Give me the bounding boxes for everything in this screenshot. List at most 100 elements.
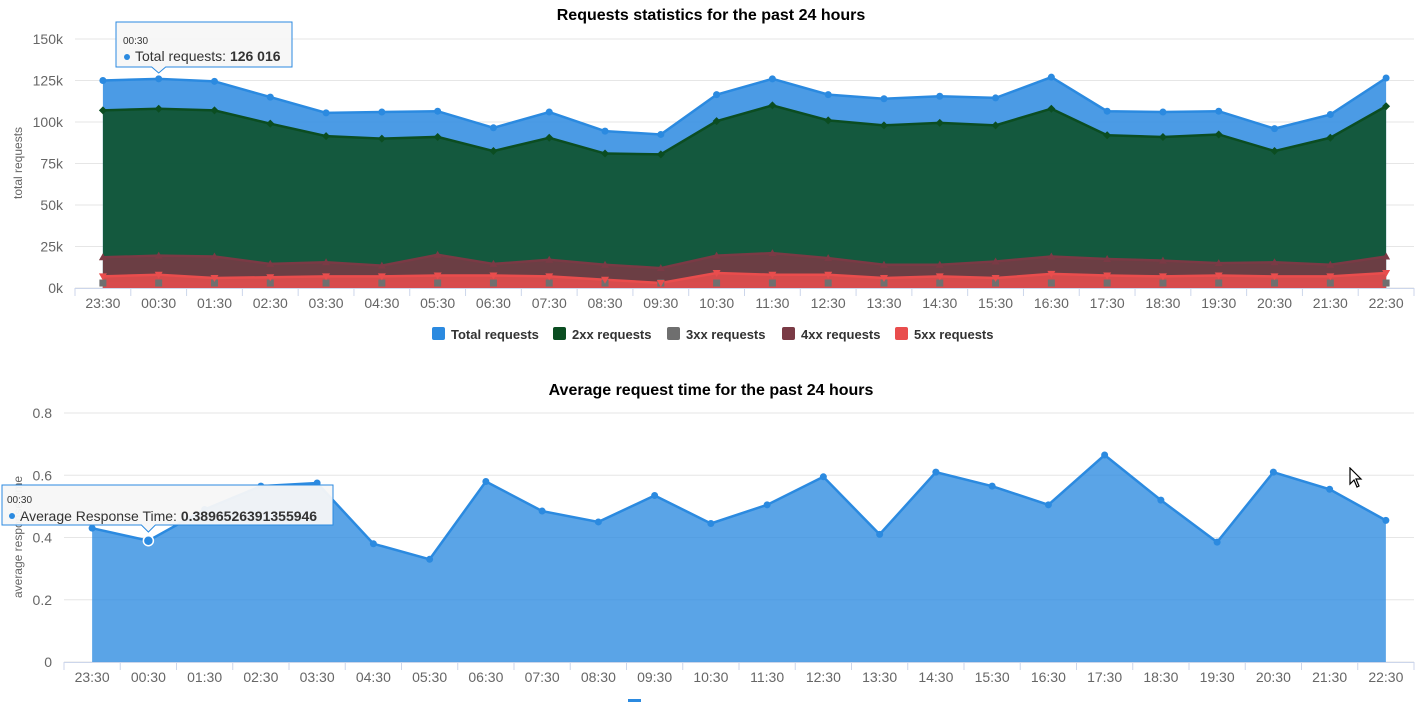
data-point[interactable] [656,150,665,159]
data-point[interactable] [322,258,331,266]
data-point[interactable] [1214,259,1223,267]
data-point[interactable] [1103,254,1112,262]
data-point[interactable] [1269,468,1277,476]
data-point[interactable] [266,274,275,282]
data-point[interactable] [210,77,218,85]
data-point[interactable] [713,91,721,99]
data-point[interactable] [489,272,498,280]
data-point[interactable] [1382,279,1390,287]
data-point[interactable] [1214,130,1223,139]
data-point[interactable] [824,254,833,262]
data-point[interactable] [1271,125,1279,133]
data-point[interactable] [594,518,602,526]
data-point[interactable] [99,77,107,84]
data-point[interactable] [712,270,721,278]
data-point[interactable] [482,477,490,485]
data-point[interactable] [377,261,386,269]
legend-item[interactable]: 3xx requests [667,327,766,342]
data-point[interactable] [538,507,546,515]
data-point[interactable] [1326,273,1335,281]
data-point[interactable] [1326,279,1334,287]
data-point[interactable] [1213,538,1221,546]
data-point[interactable] [1159,108,1167,116]
data-point[interactable] [824,271,833,279]
data-point[interactable] [266,119,275,128]
data-point[interactable] [155,279,163,287]
data-point[interactable] [1158,273,1167,281]
data-point[interactable] [824,116,833,125]
data-point[interactable] [1159,279,1167,287]
data-point[interactable] [1103,272,1112,280]
data-point[interactable] [377,273,386,281]
data-point[interactable] [656,264,665,272]
data-point[interactable] [988,482,996,490]
data-point[interactable] [1326,260,1335,268]
data-point[interactable] [1103,107,1111,115]
data-point[interactable] [378,279,386,287]
data-point[interactable] [1382,516,1390,524]
data-point[interactable] [545,108,553,116]
data-point[interactable] [489,279,497,287]
data-point[interactable] [879,260,888,268]
data-point[interactable] [489,147,498,156]
data-point[interactable] [1326,133,1335,142]
data-point[interactable] [210,279,218,287]
data-point[interactable] [545,255,554,263]
data-point[interactable] [763,501,771,509]
data-point[interactable] [433,250,442,258]
data-point[interactable] [1103,131,1112,140]
data-point[interactable] [210,106,219,115]
series-line-4[interactable] [102,271,1387,285]
data-point[interactable] [768,249,777,257]
data-point[interactable] [1382,74,1390,82]
series-line-1[interactable] [102,104,1387,156]
data-point[interactable] [1215,279,1223,287]
data-point[interactable] [322,109,330,117]
data-point[interactable] [879,275,888,283]
data-point[interactable] [434,279,442,287]
data-point[interactable] [98,106,107,115]
data-point[interactable] [932,468,940,476]
data-point[interactable] [1101,451,1109,459]
data-point[interactable] [426,555,434,563]
data-point[interactable] [1382,270,1391,278]
data-point[interactable] [1326,485,1334,493]
data-point[interactable] [377,134,386,143]
data-point[interactable] [601,149,610,158]
legend-item[interactable]: 2xx requests [553,327,652,342]
data-point[interactable] [991,275,1000,283]
data-point[interactable] [707,519,715,527]
legend-item[interactable]: Total requests [432,327,539,342]
series-area-0[interactable] [92,455,1386,662]
data-point[interactable] [1044,501,1052,509]
data-point[interactable] [713,279,721,287]
data-point[interactable] [880,95,888,103]
data-point[interactable] [1157,496,1165,504]
data-point[interactable] [1382,252,1391,260]
data-point[interactable] [936,92,944,100]
data-point[interactable] [656,280,665,288]
data-point[interactable] [876,530,884,538]
data-point[interactable] [768,75,776,83]
data-point[interactable] [1326,111,1334,119]
data-point[interactable] [935,260,944,268]
data-point[interactable] [1270,273,1279,281]
data-point[interactable] [322,273,331,281]
data-point[interactable] [824,91,832,99]
data-point[interactable] [1382,102,1391,111]
data-point[interactable] [935,273,944,281]
legend-item[interactable]: 4xx requests [782,327,881,342]
data-point[interactable] [1047,252,1056,260]
data-point[interactable] [1270,147,1279,156]
data-point[interactable] [1047,104,1056,113]
data-point[interactable] [601,260,610,268]
data-point[interactable] [154,104,163,113]
data-point[interactable] [98,273,107,281]
data-point[interactable] [880,279,888,287]
data-point[interactable] [651,491,659,499]
data-point[interactable] [210,275,219,283]
data-point[interactable] [433,132,442,141]
data-point[interactable] [1047,73,1055,81]
data-point[interactable] [712,117,721,126]
data-point[interactable] [369,540,377,548]
